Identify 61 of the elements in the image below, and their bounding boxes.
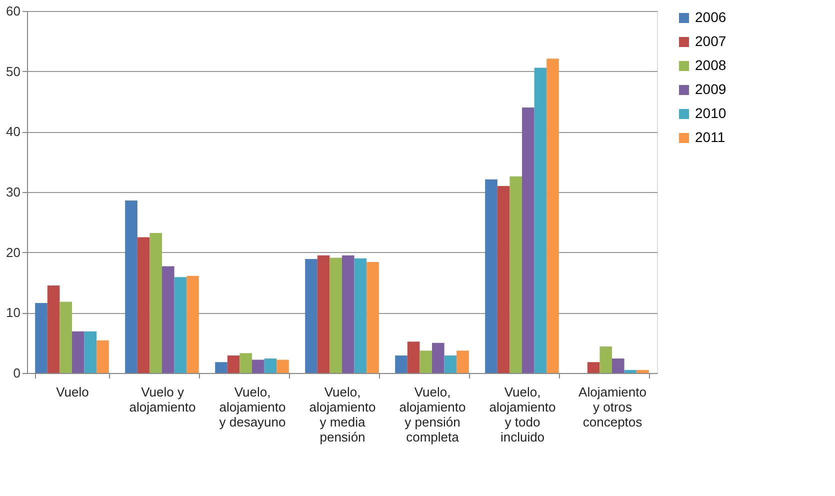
bar	[366, 262, 379, 373]
bar	[612, 358, 624, 373]
y-tick-label: 20	[6, 244, 20, 260]
bar	[420, 350, 432, 373]
legend-label: 2010	[695, 105, 726, 121]
bar	[342, 255, 354, 373]
bar	[215, 362, 228, 373]
bar	[317, 255, 330, 373]
bar	[485, 179, 498, 373]
bar	[497, 186, 510, 373]
legend-label: 2009	[695, 81, 726, 97]
bar	[432, 342, 444, 373]
bar	[534, 68, 547, 373]
bar	[444, 356, 457, 373]
legend-label: 2007	[695, 33, 726, 49]
bar	[174, 277, 187, 373]
bar	[276, 360, 289, 373]
bar	[252, 360, 264, 373]
bar	[636, 370, 649, 373]
bar	[354, 258, 367, 373]
y-tick-label: 10	[6, 305, 20, 320]
bar	[305, 258, 318, 373]
bar	[150, 233, 162, 373]
bar	[522, 108, 534, 373]
bar	[330, 258, 342, 373]
bar	[84, 331, 97, 373]
legend-label: 2011	[695, 129, 726, 145]
bar	[227, 356, 240, 373]
x-tick-label: Vuelo, alojamiento y desayuno	[219, 384, 286, 430]
x-tick-label: Vuelo, alojamiento y todo incluido	[489, 384, 556, 444]
bar	[60, 302, 72, 373]
x-tick-label: Alojamiento y otros conceptos	[578, 384, 646, 430]
bar	[264, 358, 277, 373]
bar	[35, 303, 48, 373]
y-tick-label: 60	[6, 4, 20, 18]
legend-label: 2006	[695, 9, 726, 25]
y-tick-label: 50	[6, 64, 20, 79]
bar	[510, 176, 522, 373]
bar	[407, 342, 420, 373]
bar	[600, 346, 612, 373]
legend-label: 2008	[695, 57, 726, 73]
y-tick-label: 0	[13, 366, 20, 380]
x-tick-label: Vuelo, alojamiento y media pensión	[309, 384, 376, 444]
bar	[240, 353, 252, 373]
bar	[47, 286, 60, 373]
y-tick-label: 30	[6, 184, 20, 200]
bar	[125, 200, 138, 373]
bar	[186, 276, 199, 373]
bar	[587, 362, 600, 373]
bar	[137, 237, 150, 373]
bar	[162, 266, 174, 373]
x-tick-label: Vuelo	[56, 384, 89, 400]
bar	[96, 340, 109, 373]
bar	[546, 58, 559, 373]
bar	[395, 356, 408, 373]
x-tick-label: Vuelo y alojamiento	[129, 384, 196, 414]
bar	[456, 350, 469, 373]
x-tick-label: Vuelo, alojamiento y pensión completa	[399, 384, 466, 444]
bar	[72, 331, 84, 373]
bar	[624, 370, 637, 373]
y-tick-label: 40	[6, 124, 20, 140]
